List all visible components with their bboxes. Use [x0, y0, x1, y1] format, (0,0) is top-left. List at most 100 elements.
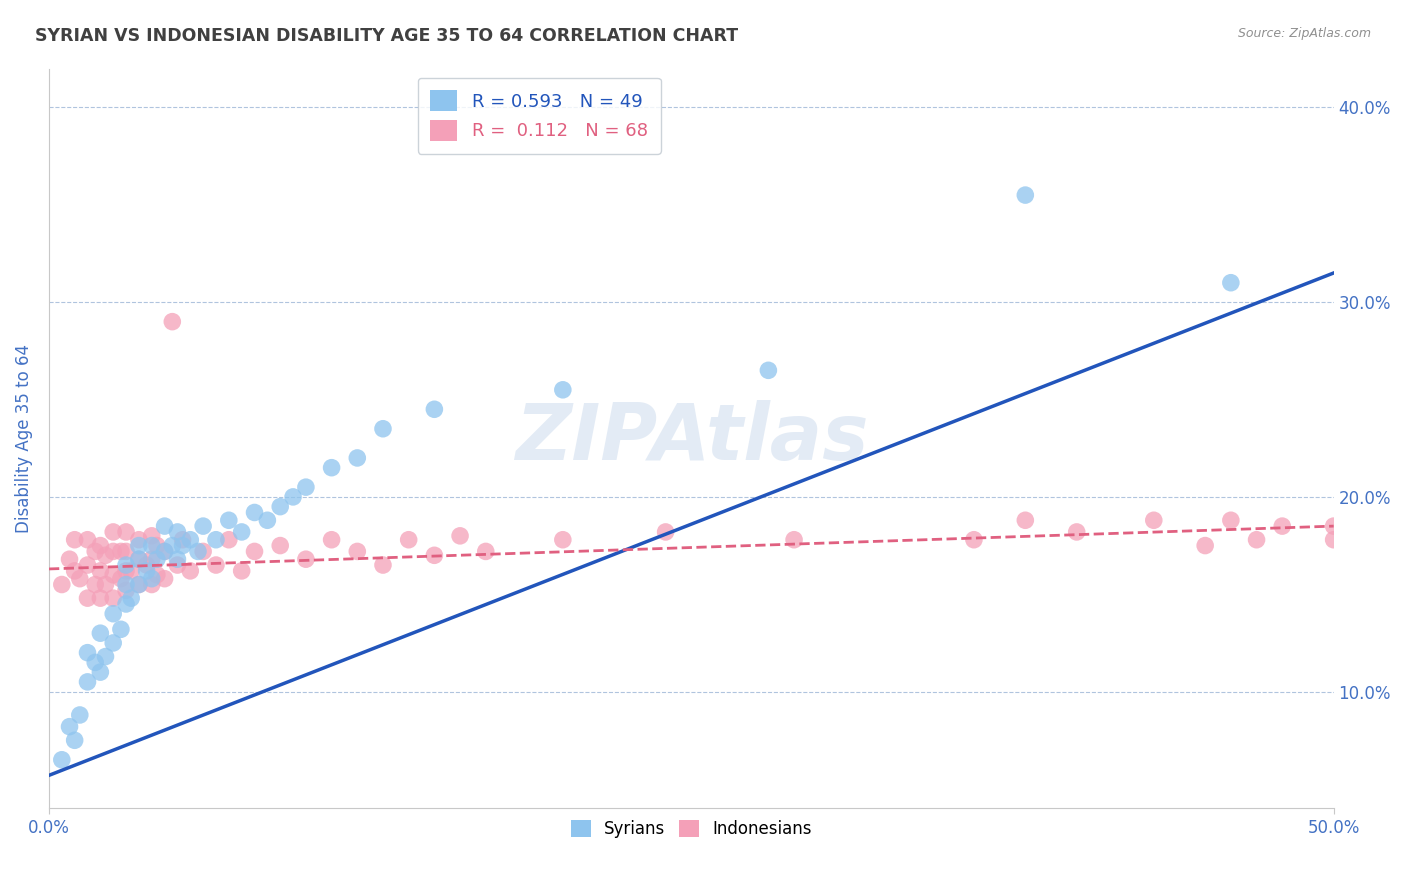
- Point: [551, 533, 574, 547]
- Point: [63, 733, 86, 747]
- Point: [153, 544, 176, 558]
- Y-axis label: Disability Age 35 to 64: Disability Age 35 to 64: [15, 344, 32, 533]
- Point: [172, 533, 194, 547]
- Point: [94, 549, 117, 563]
- Point: [1143, 513, 1166, 527]
- Point: [179, 564, 201, 578]
- Point: [231, 564, 253, 578]
- Point: [128, 539, 150, 553]
- Point: [321, 533, 343, 547]
- Point: [94, 649, 117, 664]
- Point: [153, 519, 176, 533]
- Point: [551, 383, 574, 397]
- Point: [1219, 276, 1241, 290]
- Point: [135, 564, 157, 578]
- Point: [76, 533, 98, 547]
- Point: [103, 524, 125, 539]
- Point: [346, 544, 368, 558]
- Point: [449, 529, 471, 543]
- Point: [89, 591, 111, 606]
- Point: [205, 558, 228, 572]
- Point: [128, 577, 150, 591]
- Point: [146, 567, 169, 582]
- Point: [783, 533, 806, 547]
- Point: [218, 513, 240, 527]
- Point: [191, 544, 214, 558]
- Point: [110, 572, 132, 586]
- Point: [269, 500, 291, 514]
- Point: [295, 480, 318, 494]
- Point: [84, 656, 107, 670]
- Point: [110, 544, 132, 558]
- Point: [103, 544, 125, 558]
- Point: [191, 519, 214, 533]
- Point: [89, 626, 111, 640]
- Point: [103, 607, 125, 621]
- Point: [1014, 188, 1036, 202]
- Point: [423, 402, 446, 417]
- Point: [758, 363, 780, 377]
- Point: [103, 591, 125, 606]
- Point: [141, 552, 163, 566]
- Point: [172, 539, 194, 553]
- Point: [115, 544, 138, 558]
- Point: [89, 539, 111, 553]
- Point: [69, 708, 91, 723]
- Point: [89, 564, 111, 578]
- Point: [128, 577, 150, 591]
- Point: [162, 539, 184, 553]
- Point: [115, 577, 138, 591]
- Point: [1271, 519, 1294, 533]
- Point: [115, 597, 138, 611]
- Point: [51, 577, 73, 591]
- Text: ZIPAtlas: ZIPAtlas: [515, 401, 868, 476]
- Point: [218, 533, 240, 547]
- Point: [166, 524, 188, 539]
- Point: [128, 552, 150, 566]
- Point: [423, 549, 446, 563]
- Point: [295, 552, 318, 566]
- Point: [281, 490, 304, 504]
- Point: [153, 544, 176, 558]
- Point: [128, 552, 150, 566]
- Point: [141, 539, 163, 553]
- Point: [58, 720, 80, 734]
- Point: [1323, 533, 1346, 547]
- Point: [115, 558, 138, 572]
- Point: [103, 567, 125, 582]
- Point: [371, 558, 394, 572]
- Point: [84, 544, 107, 558]
- Point: [231, 524, 253, 539]
- Point: [120, 591, 142, 606]
- Point: [63, 564, 86, 578]
- Point: [166, 552, 188, 566]
- Point: [76, 646, 98, 660]
- Point: [76, 591, 98, 606]
- Point: [141, 577, 163, 591]
- Point: [346, 450, 368, 465]
- Point: [243, 506, 266, 520]
- Point: [76, 674, 98, 689]
- Point: [1066, 524, 1088, 539]
- Point: [153, 572, 176, 586]
- Point: [141, 529, 163, 543]
- Point: [103, 636, 125, 650]
- Point: [166, 558, 188, 572]
- Point: [51, 753, 73, 767]
- Point: [115, 564, 138, 578]
- Point: [1219, 513, 1241, 527]
- Point: [243, 544, 266, 558]
- Point: [63, 533, 86, 547]
- Point: [474, 544, 496, 558]
- Point: [371, 422, 394, 436]
- Point: [187, 544, 209, 558]
- Point: [398, 533, 420, 547]
- Point: [179, 533, 201, 547]
- Point: [110, 622, 132, 636]
- Point: [120, 564, 142, 578]
- Point: [321, 460, 343, 475]
- Point: [146, 552, 169, 566]
- Text: Source: ZipAtlas.com: Source: ZipAtlas.com: [1237, 27, 1371, 40]
- Point: [205, 533, 228, 547]
- Point: [963, 533, 986, 547]
